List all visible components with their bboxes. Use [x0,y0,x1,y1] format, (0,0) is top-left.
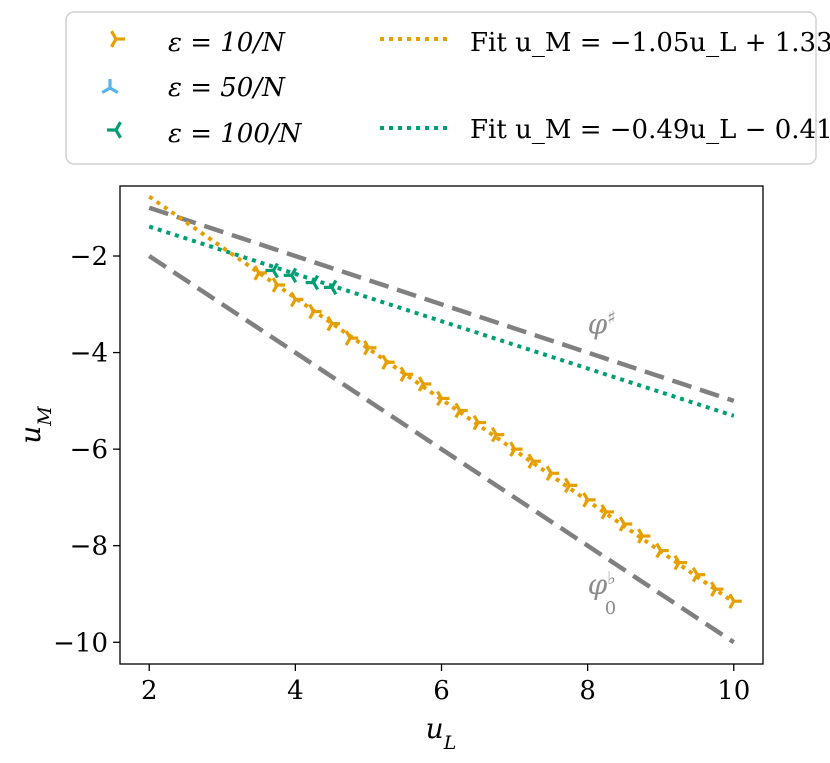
y-tick-label: −2 [70,242,108,272]
marker-eps10-16 [545,465,560,482]
legend-marker-eps10 [110,30,125,48]
bound-line-phi_sharp [148,205,735,403]
marker-eps10-7 [381,354,395,370]
marker-eps10-2 [289,291,304,308]
phi-flat-label: φ♭ 0 [588,567,617,619]
y-axis-title: uM [14,406,56,444]
marker-eps10-26 [728,593,742,609]
legend-label-eps50: ε = 50/N [168,73,286,103]
marker-eps10-6 [363,340,377,356]
marker-eps10-20 [618,516,633,532]
marker-eps10-11 [454,402,468,419]
legend-marker-eps50-glyph [101,79,119,94]
marker-eps10-3 [308,303,322,320]
marker-eps100-2 [305,274,320,291]
legend-label-fit100: Fit u_M = −0.49u_L − 0.41 [470,115,830,145]
y-tick-label: −6 [70,435,108,465]
marker-eps10-9 [417,376,432,392]
legend-marker-eps100 [107,121,122,139]
marker-eps10-10 [436,390,450,407]
marker-eps10-8 [399,366,413,383]
x-axis-title: uL [426,712,457,754]
marker-eps10-12 [472,414,487,431]
marker-eps10-18 [582,492,596,508]
x-axis: 2 4 6 8 10 [141,664,750,706]
y-axis: −2 −4 −6 −8 −10 [53,242,120,658]
y-tick-label: −4 [70,339,108,369]
fit-line-fit10 [148,194,735,604]
x-tick-label: 2 [141,676,158,706]
marker-eps10-24 [691,566,706,583]
legend-marker-eps50 [101,79,119,94]
legend-label-eps100: ε = 100/N [168,119,303,149]
bound-line-phi_flat [147,254,736,645]
data-markers [253,262,742,609]
legend-frame [65,11,817,165]
marker-eps10-4 [326,315,340,332]
marker-eps10-5 [344,330,359,346]
plot-area: φ♯ φ♭ 0 2 4 6 8 10 −2 −4 −6 −8 −10 [53,185,764,706]
marker-eps100-0 [265,262,279,279]
marker-eps10-14 [509,441,523,457]
x-tick-label: 4 [287,676,304,706]
marker-eps10-23 [673,554,687,571]
marker-eps10-25 [710,581,724,597]
legend-label-eps10: ε = 10/N [168,28,286,58]
plot-frame [119,185,764,665]
x-tick-label: 8 [579,676,596,706]
fit-lines [148,194,735,604]
legend-marker-eps10-glyph [110,30,125,48]
marker-eps10-13 [490,426,505,443]
legend-label-fit10: Fit u_M = −1.05u_L + 1.33 [470,28,830,58]
fit-line-fit100 [148,224,735,418]
marker-eps100-1 [283,267,298,284]
marker-eps10-17 [563,477,578,494]
y-tick-label: −10 [53,628,108,658]
legend: ε = 10/N ε = 50/N ε = 100/N Fit u_M = −1… [65,11,830,165]
x-tick-label: 10 [717,676,750,706]
marker-eps10-1 [271,277,286,293]
marker-eps100-3 [323,279,338,296]
bound-lines [147,205,736,645]
phi-sharp-label: φ♯ [588,307,616,341]
marker-eps10-21 [637,528,651,544]
annotations: φ♯ φ♭ 0 [588,307,617,619]
y-tick-label: −8 [70,532,108,562]
marker-eps10-15 [527,453,541,469]
marker-eps10-22 [655,542,669,559]
legend-marker-eps100-glyph [107,121,122,139]
marker-eps10-0 [253,265,267,281]
marker-eps10-19 [600,504,614,520]
x-tick-label: 6 [433,676,450,706]
